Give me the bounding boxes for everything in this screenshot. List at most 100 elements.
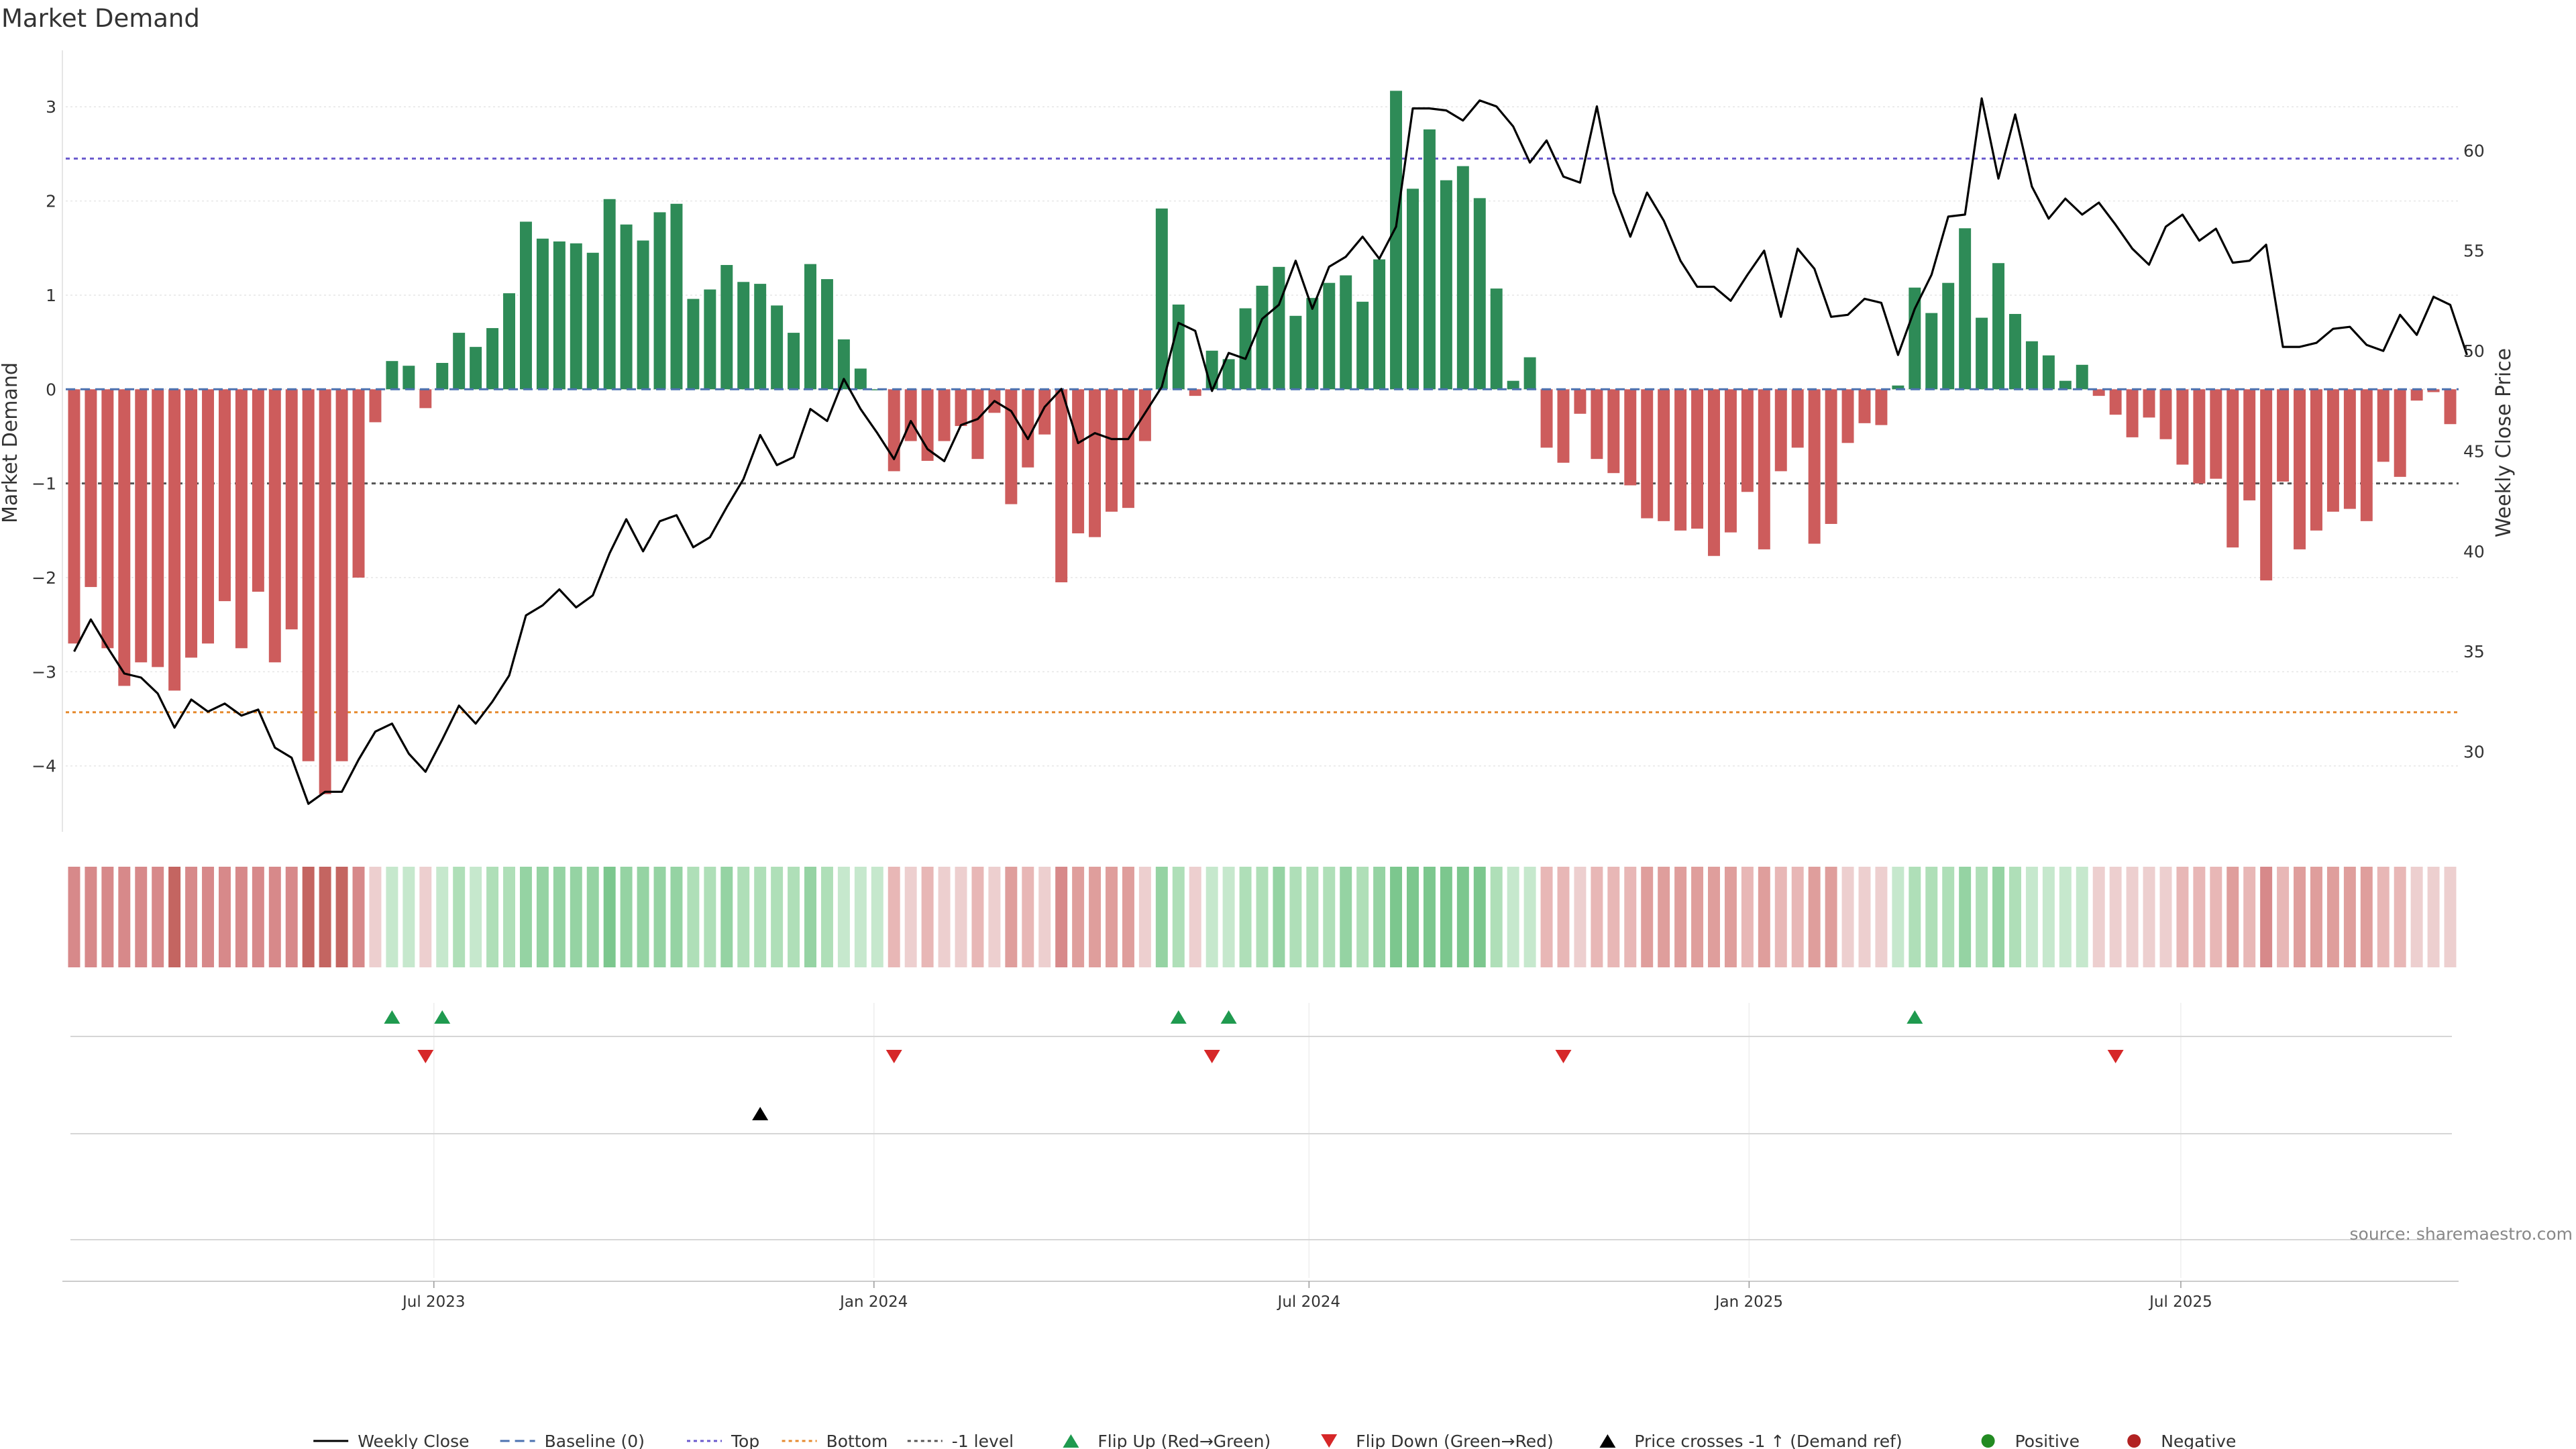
demand-bar [620,224,633,390]
heat-cell [1106,867,1118,967]
flip-down-marker [417,1050,434,1063]
demand-bar [1841,389,1854,443]
demand-bar [1825,389,1837,525]
demand-bar [586,252,599,390]
demand-bar [302,389,315,761]
heat-cell [2042,867,2055,967]
demand-bar [1607,389,1620,474]
demand-bar [771,305,784,390]
heat-cell [670,867,683,967]
demand-bar [268,389,281,663]
demand-bar [1473,198,1486,390]
demand-bar [436,363,449,390]
heat-cell [1892,867,1904,967]
heat-cell [2025,867,2038,967]
heat-cell [1942,867,1955,967]
reference-lines [66,157,2459,714]
demand-bar [352,389,365,578]
y-right-tick-label: 60 [2463,141,2485,160]
x-axis: Jul 2023 Jan 2024 Jul 2024 Jan 2025 Jul 2025 [62,1281,2459,1311]
y-right-tick-label: 30 [2463,743,2485,762]
demand-bar [453,333,466,390]
demand-bar [2243,389,2256,500]
demand-bar [1959,228,1972,390]
heat-cell [2243,867,2256,967]
demand-bar [603,199,616,390]
flip-up-marker [434,1010,451,1024]
heat-cell [536,867,549,967]
heat-cell [2260,867,2273,967]
heat-cell [1306,867,1319,967]
heat-cell [2143,867,2155,967]
demand-bar [235,389,248,649]
x-tick-label: Jul 2025 [2148,1293,2212,1311]
y-right-tick-label: 50 [2463,341,2485,361]
heat-cell [2092,867,2105,967]
demand-bar [1858,389,1871,423]
demand-bar [2009,314,2021,390]
y-axis-left-label: Market Demand [0,362,22,523]
flip-down-marker [885,1050,902,1063]
heat-cell [85,867,97,967]
demand-bar [854,368,867,390]
heat-cell [2360,867,2373,967]
heat-cell [268,867,281,967]
heat-cell [2226,867,2239,967]
heat-cell [218,867,231,967]
demand-bar [904,389,917,441]
heat-cell [1674,867,1687,967]
price-cross-marker [752,1107,769,1120]
heat-cell [1774,867,1787,967]
heat-cell [1574,867,1587,967]
heat-cell [2126,867,2139,967]
demand-bar [1875,389,1888,425]
flip-down-marker [1203,1050,1220,1063]
demand-bar [369,389,382,423]
demand-bar [2025,341,2038,390]
demand-bar [285,389,298,630]
demand-bar [938,389,951,441]
chart-title: Market Demand [1,4,200,33]
heat-cell [1289,867,1302,967]
heat-cell [1038,867,1051,967]
heat-cell [2159,867,2172,967]
heat-cell [2009,867,2021,967]
heat-cell [620,867,633,967]
demand-bar [2377,389,2390,462]
heat-cell [2394,867,2406,967]
demand-bar [553,241,566,390]
y-left-tick-label: −2 [32,568,56,588]
demand-bar [1557,389,1570,463]
heat-cell [804,867,816,967]
y-right-tick-label: 45 [2463,441,2485,461]
heat-cell [1490,867,1503,967]
demand-bar [1089,389,1102,537]
heat-cell [302,867,315,967]
demand-bar [804,264,816,390]
demand-bar [1774,389,1787,472]
heat-cell [1976,867,1988,967]
demand-bar [1306,298,1319,390]
demand-bar [1440,180,1452,390]
weekly-close-line [73,97,2469,805]
heat-cell [1758,867,1770,967]
heat-cell [1089,867,1102,967]
heat-cell [788,867,800,967]
demand-bar [1340,275,1352,390]
heat-cell [2294,867,2306,967]
demand-bar [1022,389,1034,468]
heat-cell [2193,867,2206,967]
demand-bar [837,339,850,390]
demand-bar [1507,380,1519,390]
heat-cell [2410,867,2423,967]
heat-cell [1624,867,1637,967]
heat-cell [1390,867,1403,967]
legend: Weekly Close Baseline (0) Top Bottom -1 leve… [313,1432,2236,1449]
demand-bar [1909,287,1921,390]
heat-cell [235,867,248,967]
demand-bar [1490,288,1503,390]
demand-bar [2126,389,2139,437]
heat-cell [1724,867,1737,967]
demand-bar [1942,282,1955,390]
